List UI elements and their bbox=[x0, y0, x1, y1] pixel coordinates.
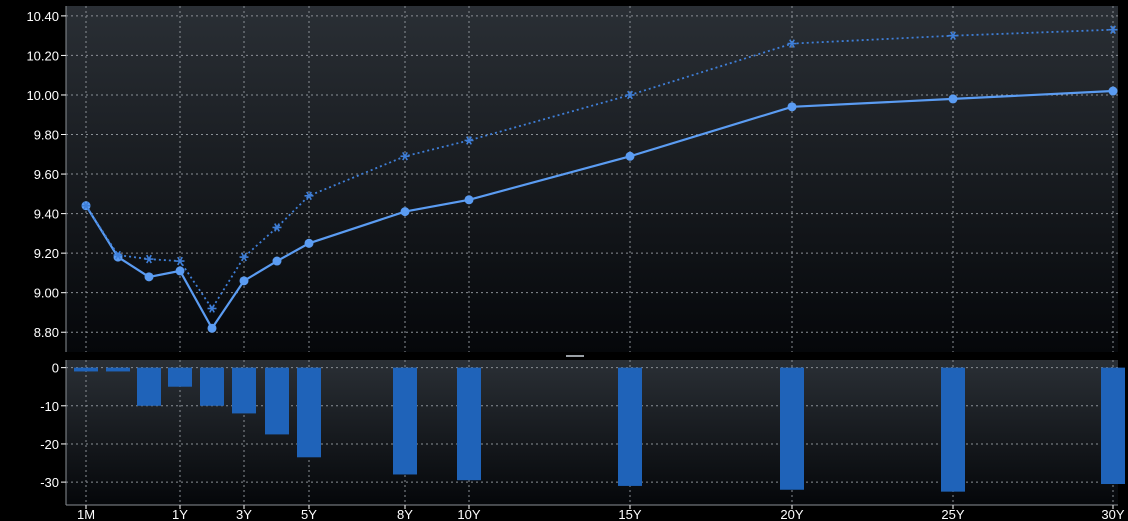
point-star-10y bbox=[464, 136, 474, 145]
star-stroke bbox=[402, 151, 408, 161]
point-star-15y bbox=[625, 90, 635, 100]
bar-5y bbox=[297, 367, 321, 458]
star-stroke bbox=[627, 90, 633, 100]
line-y-tick-label: 9.20 bbox=[34, 246, 59, 261]
line-y-tick-label: 9.60 bbox=[34, 167, 59, 182]
bar-1m bbox=[74, 367, 98, 372]
bar-3m bbox=[106, 367, 130, 372]
point-solid-30y bbox=[1108, 86, 1118, 96]
line-y-tick-label: 10.00 bbox=[26, 88, 59, 103]
x-tick-label: 20Y bbox=[780, 507, 803, 521]
bar-3y bbox=[232, 367, 256, 414]
line-layer bbox=[81, 25, 1118, 333]
bar-4y bbox=[265, 367, 289, 435]
line-y-tick-label: 10.20 bbox=[26, 48, 59, 63]
point-solid-2y bbox=[207, 323, 217, 333]
bar-25y bbox=[941, 367, 965, 492]
x-tick-label: 1Y bbox=[172, 507, 188, 521]
star-stroke bbox=[115, 250, 121, 260]
point-star-2y bbox=[207, 304, 217, 313]
point-star-8y bbox=[400, 151, 410, 161]
bar-y-tick-label: -20 bbox=[40, 437, 59, 452]
line-y-tick-label: 9.40 bbox=[34, 207, 59, 222]
bar-2y bbox=[200, 367, 224, 406]
point-star-6m bbox=[144, 254, 154, 264]
line-y-tick-label: 9.80 bbox=[34, 128, 59, 143]
point-solid-5y bbox=[304, 238, 314, 248]
x-tick-label: 5Y bbox=[301, 507, 317, 521]
series-solid-line bbox=[85, 89, 1114, 331]
star-stroke bbox=[146, 254, 152, 264]
x-tick-label: 30Y bbox=[1101, 507, 1124, 521]
bar-layer bbox=[74, 367, 1125, 492]
line-y-tick-label: 8.80 bbox=[34, 325, 59, 340]
x-tick-label: 15Y bbox=[618, 507, 641, 521]
bar-15y bbox=[618, 367, 642, 486]
point-solid-3y bbox=[239, 276, 249, 286]
point-star-25y bbox=[948, 31, 958, 40]
star-stroke bbox=[1110, 25, 1116, 35]
star-stroke bbox=[83, 201, 89, 210]
bar-y-tick-label: 0 bbox=[52, 361, 59, 376]
bar-10y bbox=[457, 367, 481, 481]
star-stroke bbox=[789, 39, 795, 48]
point-star-1y bbox=[175, 256, 185, 266]
point-solid-20y bbox=[787, 102, 797, 112]
point-solid-4y bbox=[272, 256, 282, 266]
axis-layer: 10.40 10.20 10.00 9.80 9.60 9.40 9.20 9.00 8.80 0… bbox=[26, 6, 1125, 521]
star-stroke bbox=[950, 31, 956, 40]
x-tick-label: 8Y bbox=[397, 507, 413, 521]
bar-y-tick-label: -10 bbox=[40, 399, 59, 414]
point-solid-6m bbox=[144, 272, 154, 282]
bar-20y bbox=[780, 367, 804, 490]
line-y-tick-label: 10.40 bbox=[26, 9, 59, 24]
point-solid-10y bbox=[464, 195, 474, 205]
point-star-30y bbox=[1108, 25, 1118, 35]
line-panel-background bbox=[66, 6, 1118, 352]
x-tick-label: 25Y bbox=[941, 507, 964, 521]
bar-1y bbox=[168, 367, 192, 387]
star-stroke bbox=[177, 256, 183, 266]
star-stroke bbox=[466, 136, 472, 145]
star-stroke bbox=[306, 191, 312, 201]
point-star-4y bbox=[272, 223, 282, 232]
panel-divider-handle[interactable] bbox=[566, 355, 584, 357]
bar-30y bbox=[1101, 367, 1125, 485]
point-solid-15y bbox=[625, 151, 635, 161]
bar-6m bbox=[137, 367, 161, 406]
x-tick-label: 10Y bbox=[457, 507, 480, 521]
x-tick-label: 3Y bbox=[236, 507, 252, 521]
point-star-3y bbox=[239, 252, 249, 262]
bar-y-tick-label: -30 bbox=[40, 475, 59, 490]
x-tick-label: 1M bbox=[77, 507, 95, 521]
star-stroke bbox=[241, 252, 247, 262]
point-star-20y bbox=[787, 39, 797, 48]
point-solid-8y bbox=[400, 207, 410, 217]
bar-8y bbox=[393, 367, 417, 475]
point-star-1m bbox=[81, 201, 91, 210]
star-stroke bbox=[274, 223, 280, 232]
line-y-tick-label: 9.00 bbox=[34, 286, 59, 301]
point-solid-1y bbox=[175, 266, 185, 276]
point-star-5y bbox=[304, 191, 314, 201]
star-stroke bbox=[209, 304, 215, 313]
series-dotted-line bbox=[85, 28, 1114, 311]
point-solid-25y bbox=[948, 94, 958, 104]
point-star-3m bbox=[113, 250, 123, 260]
